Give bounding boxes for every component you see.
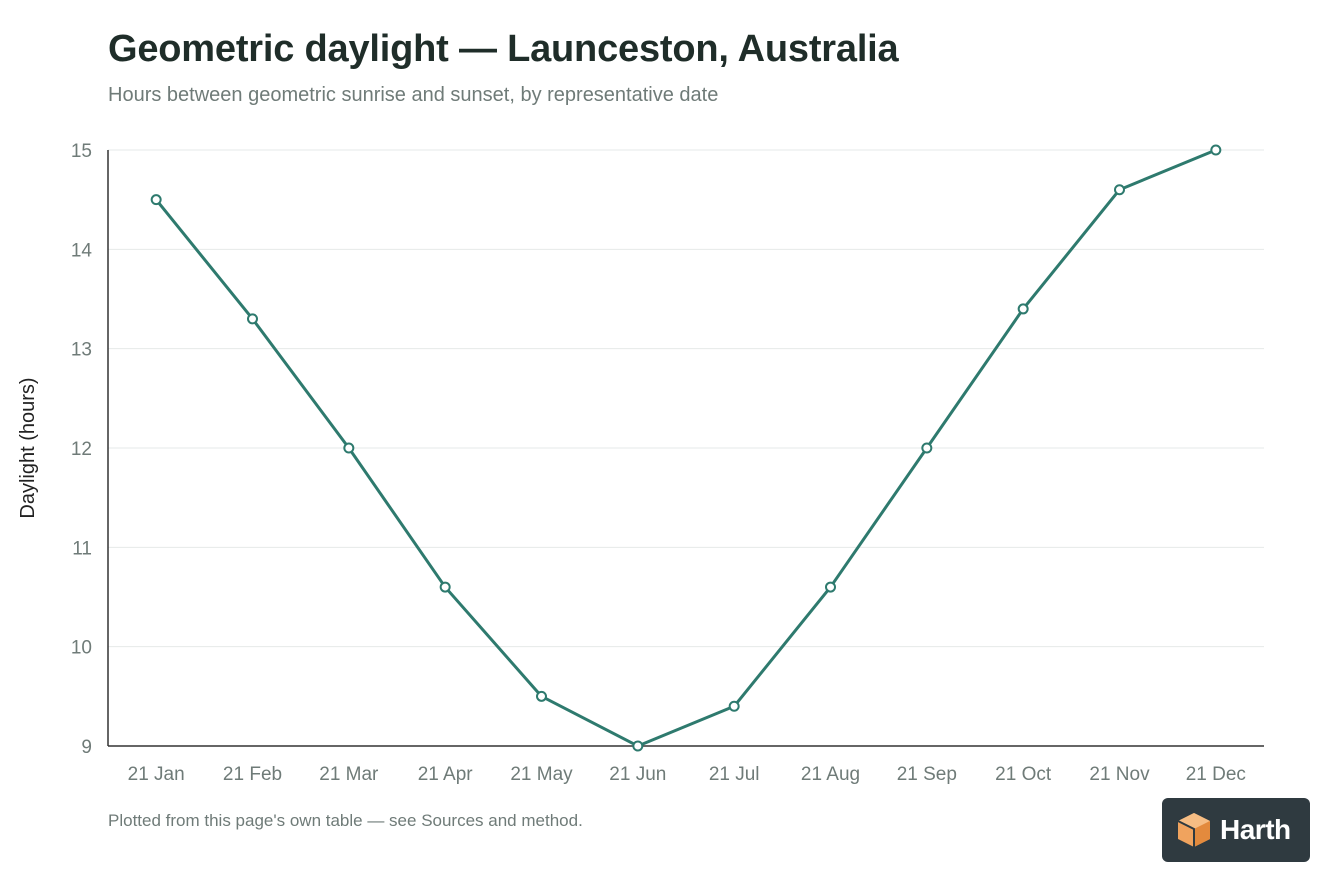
series xyxy=(150,144,1222,752)
data-point xyxy=(632,740,644,752)
data-point xyxy=(343,442,355,454)
x-tick-label: 21 Jul xyxy=(709,764,760,785)
x-tick-label: 21 Aug xyxy=(801,764,860,785)
chart-subtitle: Hours between geometric sunrise and suns… xyxy=(108,84,719,106)
axes xyxy=(107,150,1264,747)
harth-logo: Harth xyxy=(1162,798,1310,862)
data-point xyxy=(728,700,740,712)
x-tick-label: 21 Jan xyxy=(128,764,185,785)
cube-logo-icon xyxy=(1177,813,1210,847)
data-point xyxy=(1210,144,1222,156)
x-tick-label: 21 Sep xyxy=(897,764,957,785)
y-tick-label: 9 xyxy=(81,737,92,758)
data-point xyxy=(536,690,547,702)
data-point xyxy=(439,581,451,593)
y-tick-label: 11 xyxy=(72,538,92,559)
logo-text: Harth xyxy=(1220,814,1291,845)
x-tick-label: 21 Nov xyxy=(1089,764,1150,785)
y-tick-label: 14 xyxy=(71,240,93,261)
x-tick-label: 21 Feb xyxy=(223,764,282,785)
data-point xyxy=(247,313,258,325)
gridlines xyxy=(108,149,1264,648)
data-point xyxy=(825,581,836,593)
x-tick-label: 21 Mar xyxy=(319,764,379,785)
footnote: Plotted from this page's own table — see… xyxy=(108,811,583,830)
data-point xyxy=(921,442,933,454)
data-point xyxy=(150,194,162,206)
x-tick-label: 21 May xyxy=(510,764,573,785)
y-tick-labels: 9 10 11 12 13 14 15 xyxy=(71,141,93,758)
x-tick-label: 21 Dec xyxy=(1186,764,1246,785)
y-tick-label: 10 xyxy=(71,638,92,659)
y-tick-label: 12 xyxy=(71,439,92,460)
x-tick-label: 21 Jun xyxy=(609,764,666,785)
data-point xyxy=(1017,303,1029,315)
data-point xyxy=(1114,184,1125,196)
y-axis-label: Daylight (hours) xyxy=(17,377,39,518)
y-tick-label: 13 xyxy=(71,340,92,361)
series-line xyxy=(154,148,1218,748)
x-tick-label: 21 Oct xyxy=(995,764,1052,785)
x-tick-labels: 21 Jan 21 Feb 21 Mar 21 Apr 21 May 21 Jun 21 J… xyxy=(128,764,1246,785)
chart-title: Geometric daylight — Launceston, Austral… xyxy=(108,28,899,70)
x-tick-label: 21 Apr xyxy=(418,764,474,785)
y-tick-label: 15 xyxy=(71,141,92,162)
